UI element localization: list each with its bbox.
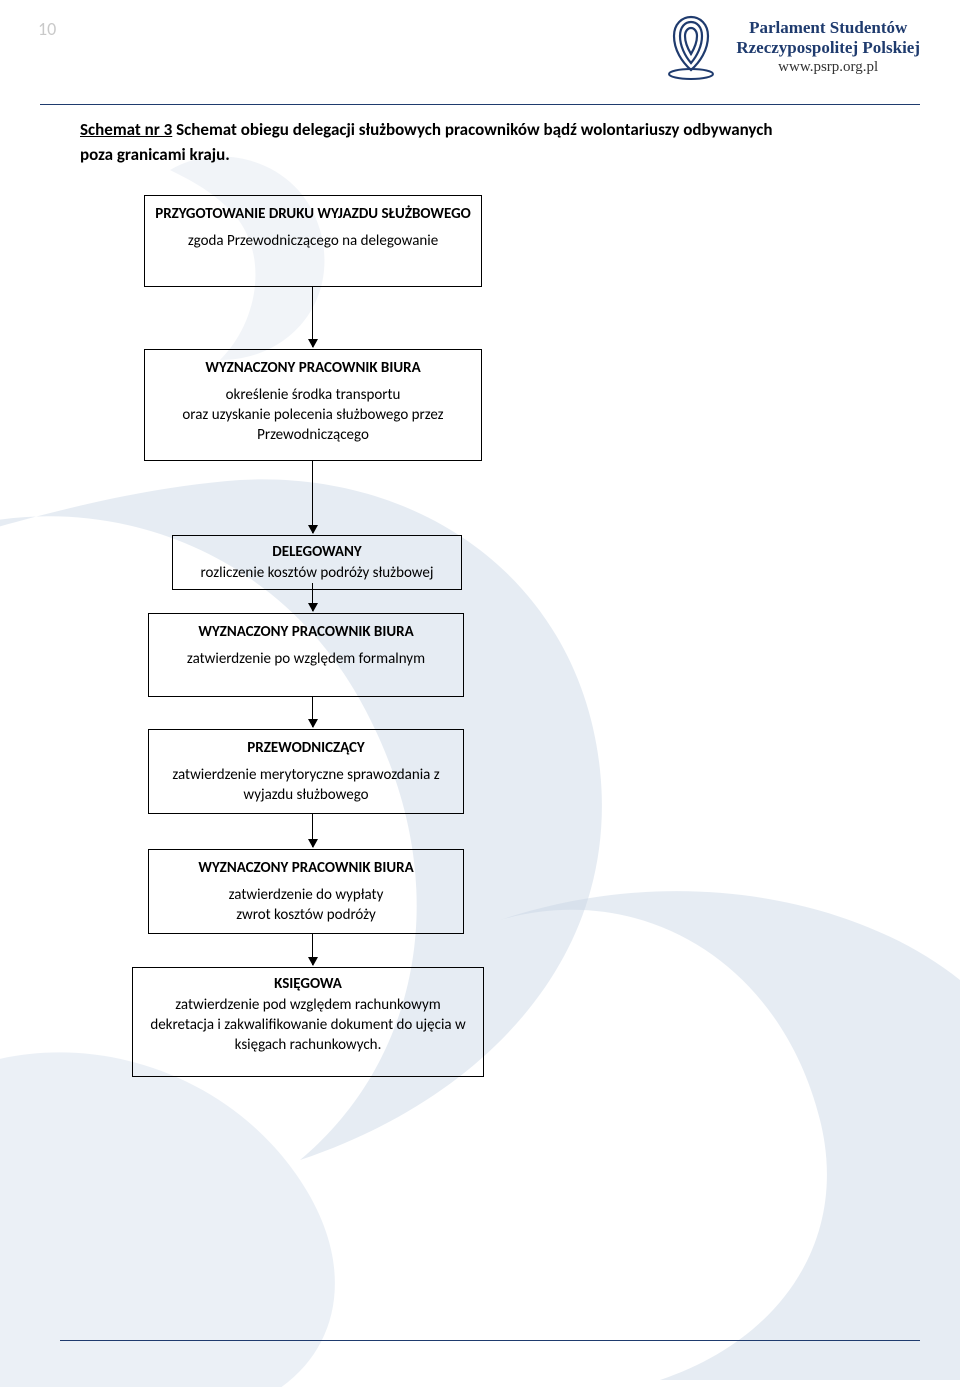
caption-rest-2: poza granicami kraju. bbox=[80, 144, 230, 165]
flow-node-body: zatwierdzenie do wypłatyzwrot kosztów po… bbox=[159, 885, 453, 926]
org-name-line1: Parlament Studentów bbox=[736, 18, 920, 38]
flow-arrow bbox=[312, 287, 313, 347]
flow-node-n6: WYZNACZONY PRACOWNIK BIURA zatwierdzenie … bbox=[148, 849, 464, 934]
org-name-line2: Rzeczypospolitej Polskiej bbox=[736, 38, 920, 58]
page-number: 10 bbox=[38, 18, 56, 40]
flow-node-n5: PRZEWODNICZĄCY zatwierdzenie merytoryczne… bbox=[148, 729, 464, 814]
flow-node-body: określenie środka transportuoraz uzyskan… bbox=[155, 385, 471, 446]
flowchart: PRZYGOTOWANIE DRUKU WYJAZDU SŁUŻBOWEGO zg… bbox=[90, 195, 690, 1087]
flow-node-title: WYZNACZONY PRACOWNIK BIURA bbox=[159, 858, 453, 878]
flow-node-title: WYZNACZONY PRACOWNIK BIURA bbox=[155, 358, 471, 378]
flow-arrow bbox=[312, 813, 313, 847]
caption-lead: Schemat nr 3 bbox=[80, 119, 172, 140]
flow-node-title: PRZEWODNICZĄCY bbox=[159, 738, 453, 758]
flow-node-body: zatwierdzenie po względem formalnym bbox=[159, 649, 453, 669]
flow-arrow bbox=[312, 461, 313, 533]
flow-node-n1: PRZYGOTOWANIE DRUKU WYJAZDU SŁUŻBOWEGO zg… bbox=[144, 195, 482, 287]
flow-node-body: zgoda Przewodniczącego na delegowanie bbox=[155, 231, 471, 251]
header-rule bbox=[40, 104, 920, 105]
psrp-logo bbox=[660, 12, 722, 82]
org-url: www.psrp.org.pl bbox=[736, 59, 920, 76]
flow-node-title: DELEGOWANY bbox=[181, 542, 453, 562]
flow-node-n4: WYZNACZONY PRACOWNIK BIURA zatwierdzenie … bbox=[148, 613, 464, 697]
flow-arrow bbox=[312, 933, 313, 965]
flow-node-title: PRZYGOTOWANIE DRUKU WYJAZDU SŁUŻBOWEGO bbox=[155, 204, 471, 224]
page-content: Schemat nr 3 Schemat obiegu delegacji sł… bbox=[80, 118, 900, 1327]
flow-node-n7: KSIĘGOWAzatwierdzenie pod względem rachu… bbox=[132, 967, 484, 1077]
flow-node-body: zatwierdzenie pod względem rachunkowymde… bbox=[141, 995, 475, 1056]
flow-arrow bbox=[312, 697, 313, 727]
caption-rest-1: Schemat obiegu delegacji służbowych prac… bbox=[172, 119, 772, 140]
page-header: Parlament Studentów Rzeczypospolitej Pol… bbox=[660, 12, 920, 82]
flow-node-title: WYZNACZONY PRACOWNIK BIURA bbox=[159, 622, 453, 642]
flow-node-title: KSIĘGOWA bbox=[141, 974, 475, 994]
flow-node-body: rozliczenie kosztów podróży służbowej bbox=[181, 563, 453, 583]
diagram-caption: Schemat nr 3 Schemat obiegu delegacji sł… bbox=[80, 118, 900, 167]
footer-rule bbox=[60, 1340, 920, 1341]
flow-node-n2: WYZNACZONY PRACOWNIK BIURA określenie śro… bbox=[144, 349, 482, 461]
flow-node-body: zatwierdzenie merytoryczne sprawozdania … bbox=[159, 765, 453, 806]
flow-node-n3: DELEGOWANYrozliczenie kosztów podróży sł… bbox=[172, 535, 462, 590]
flow-arrow bbox=[312, 583, 313, 611]
